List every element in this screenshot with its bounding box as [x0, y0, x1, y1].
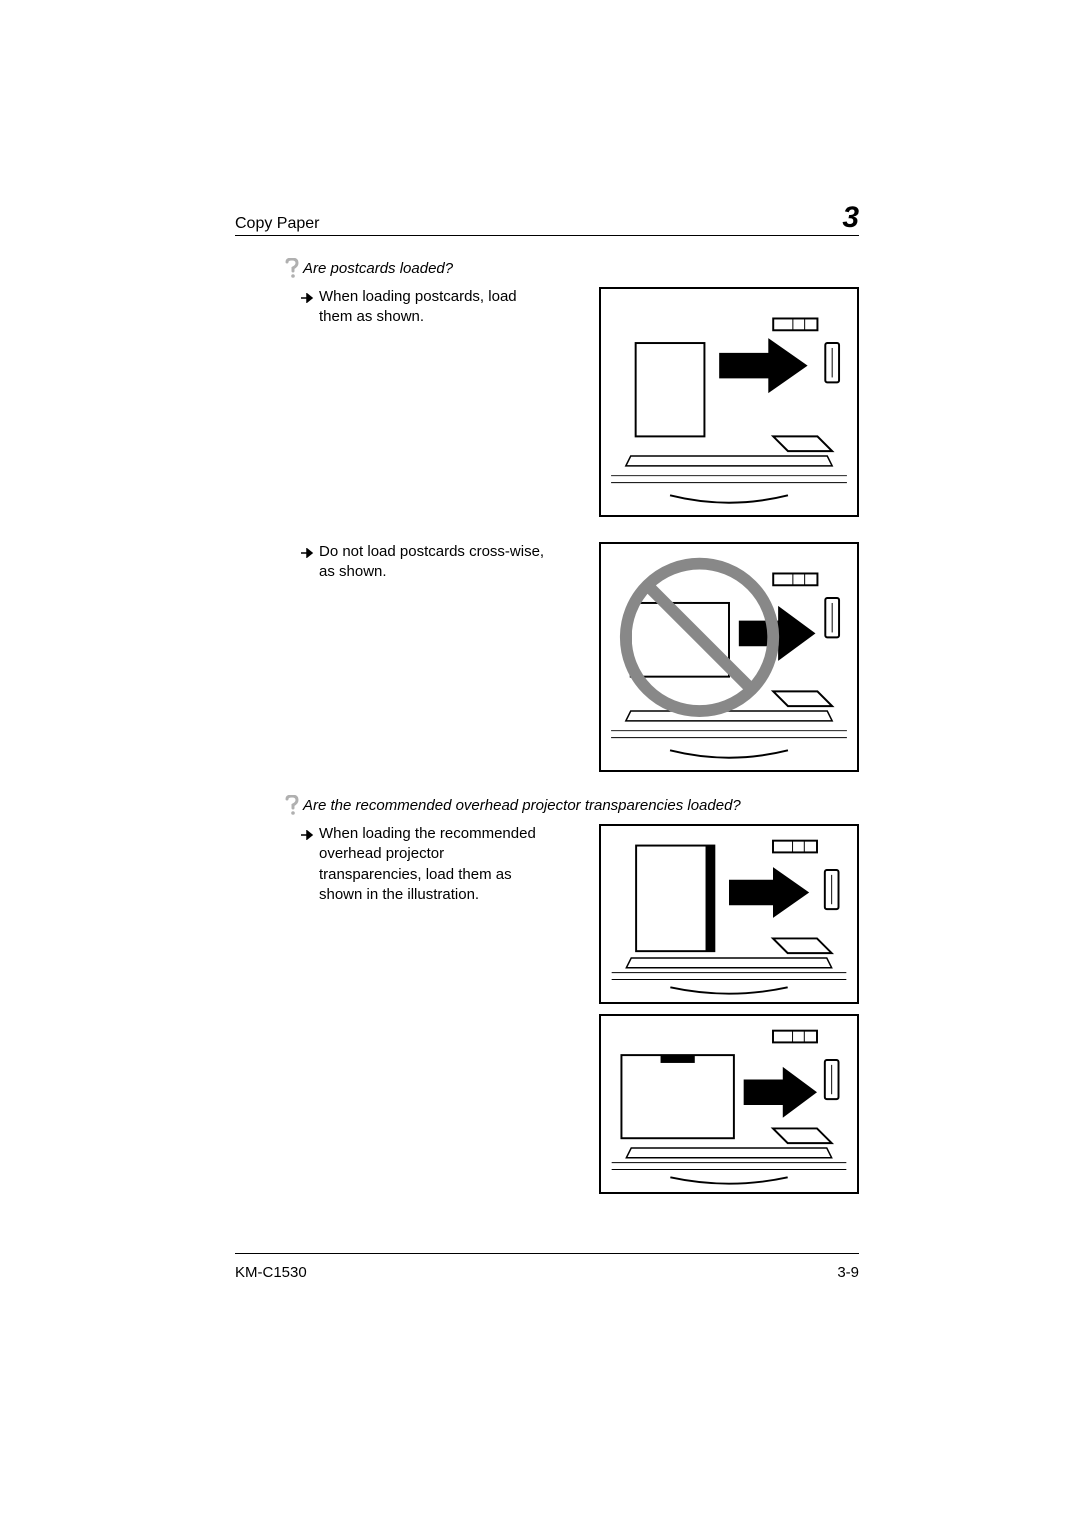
answer-row: Do not load postcards cross-wise, as sho… — [303, 542, 573, 583]
answer-block-2: Do not load postcards cross-wise, as sho… — [303, 542, 859, 772]
figure-postcard-wrong — [599, 542, 859, 772]
answer-text: When loading postcards, load them as sho… — [319, 287, 547, 328]
figure-transparency-landscape — [599, 1014, 859, 1194]
footer-model: KM-C1530 — [235, 1264, 307, 1281]
answer-text: When loading the recommended overhead pr… — [319, 824, 547, 905]
content-body: Are postcards loaded? When loading postc… — [235, 260, 859, 1194]
footer-page-number: 3-9 — [837, 1264, 859, 1281]
arrow-icon — [301, 290, 319, 308]
section-title: Copy Paper — [235, 215, 320, 233]
question-text: Are the recommended overhead projector t… — [303, 797, 741, 814]
answer-text: Do not load postcards cross-wise, as sho… — [319, 542, 547, 583]
question-icon — [285, 795, 303, 820]
chapter-number: 3 — [842, 203, 859, 233]
arrow-icon — [301, 827, 319, 845]
question-row: Are the recommended overhead projector t… — [303, 797, 859, 820]
question-text: Are postcards loaded? — [303, 260, 453, 277]
answer-block-3: When loading the recommended overhead pr… — [303, 824, 859, 1194]
question-icon — [285, 258, 303, 283]
page-content: Copy Paper 3 Are postcards loaded? — [235, 203, 859, 1194]
header: Copy Paper 3 — [235, 203, 859, 236]
arrow-icon — [301, 545, 319, 563]
answer-row: When loading postcards, load them as sho… — [303, 287, 573, 328]
answer-row: When loading the recommended overhead pr… — [303, 824, 573, 905]
footer: KM-C1530 3-9 — [235, 1253, 859, 1281]
figure-postcard-correct — [599, 287, 859, 517]
answer-block-1: When loading postcards, load them as sho… — [303, 287, 859, 517]
question-row: Are postcards loaded? — [303, 260, 859, 283]
figure-transparency-portrait — [599, 824, 859, 1004]
